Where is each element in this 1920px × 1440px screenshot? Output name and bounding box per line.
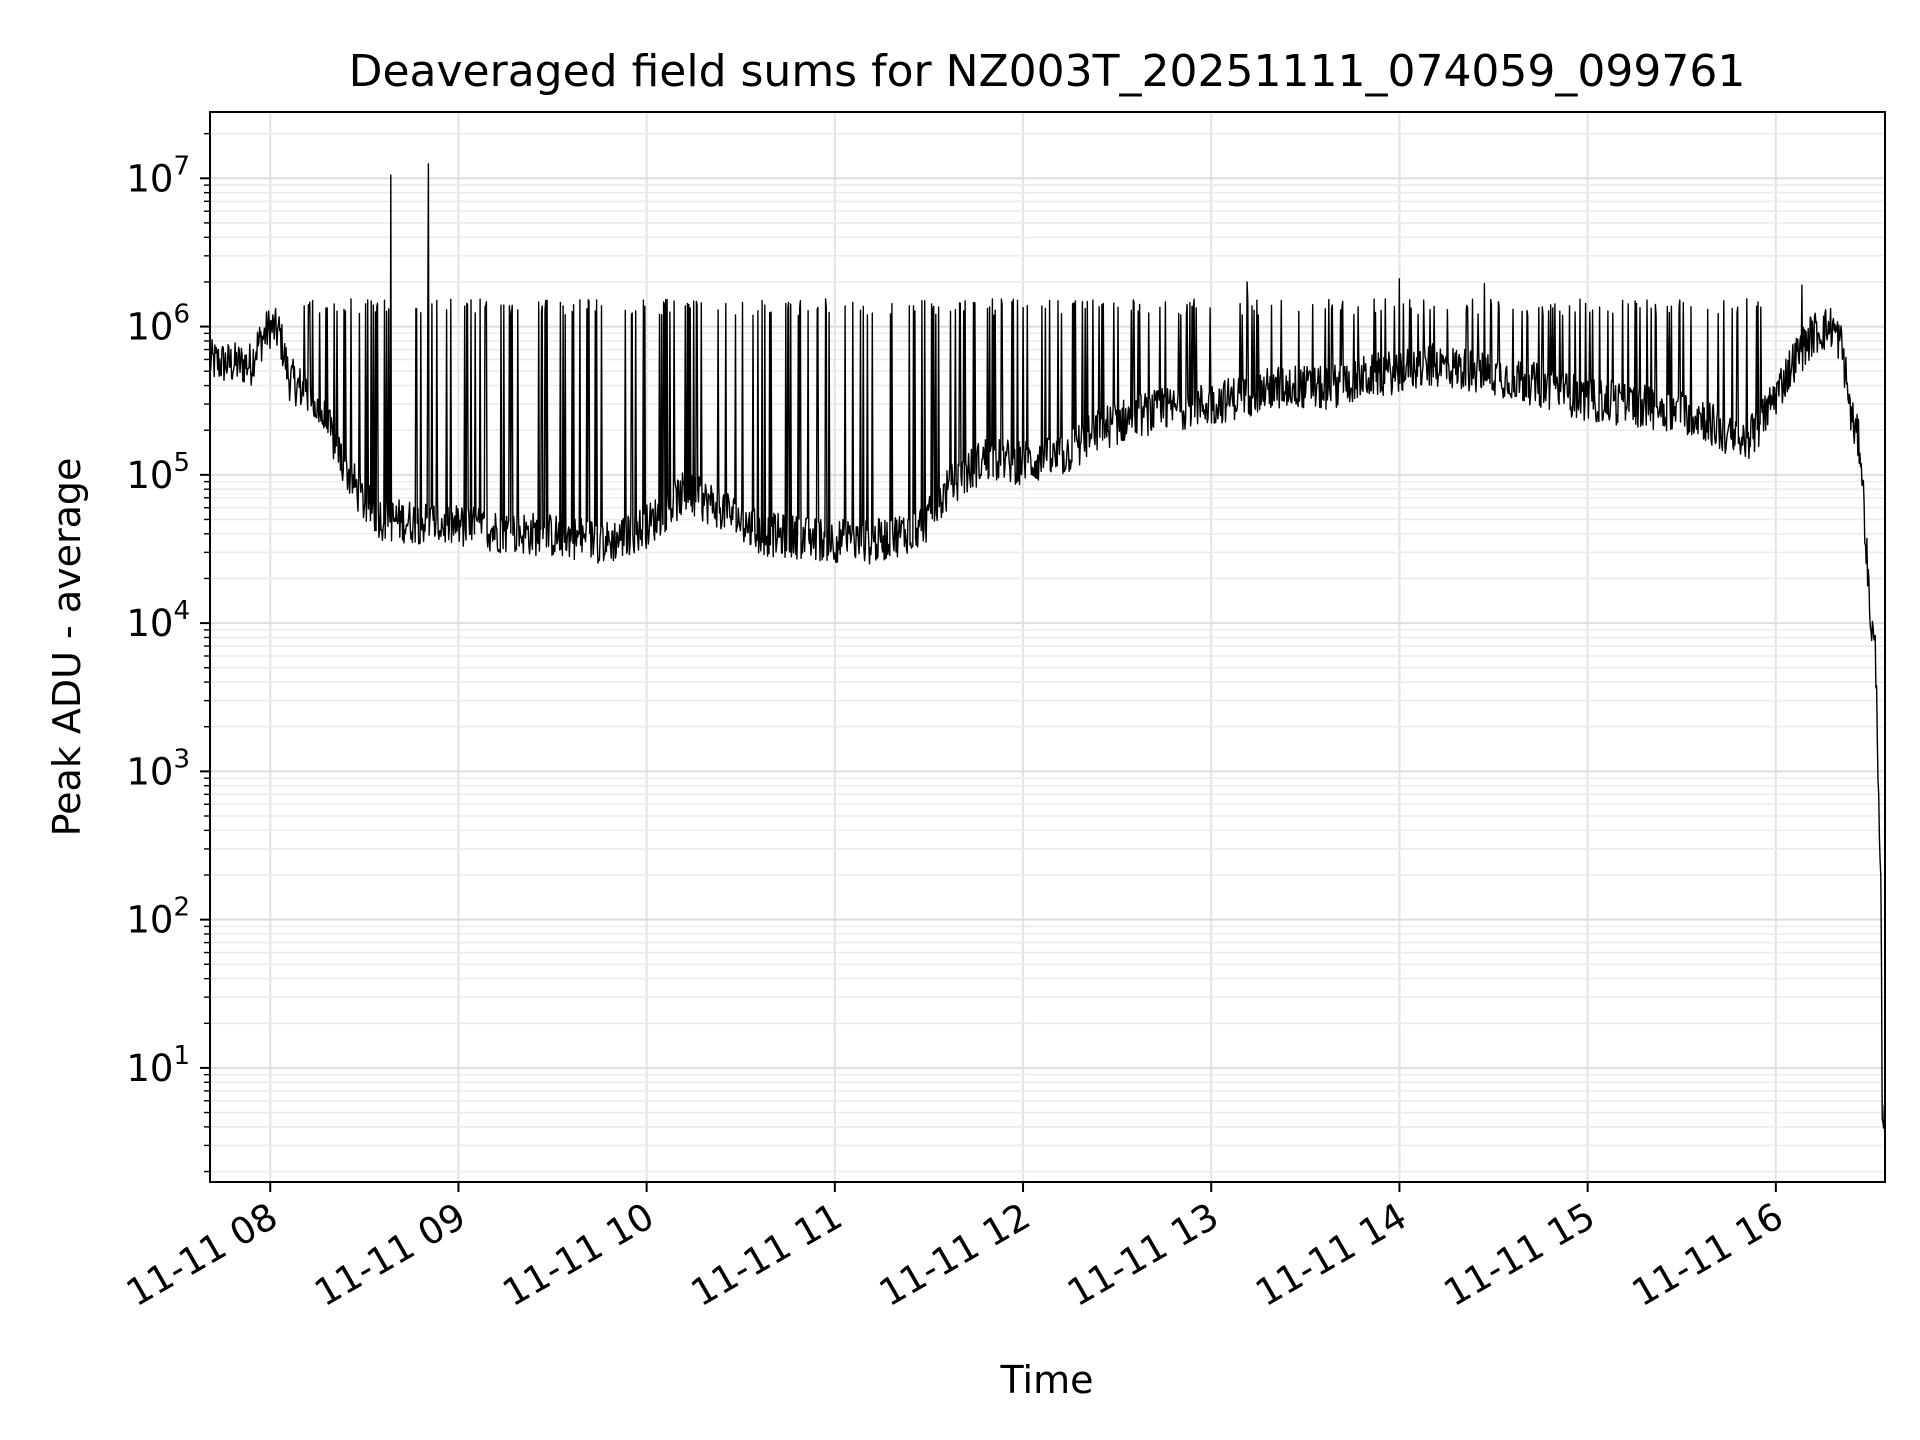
- y-tick-base: 10: [126, 1047, 173, 1090]
- y-tick-exponent: 1: [173, 1041, 190, 1071]
- y-tick-exponent: 6: [173, 300, 190, 330]
- y-tick-exponent: 5: [173, 448, 190, 478]
- y-tick-exponent: 2: [173, 893, 190, 923]
- grid: [210, 112, 1885, 1182]
- y-tick-label: 103: [126, 744, 190, 793]
- y-tick-exponent: 7: [173, 151, 190, 181]
- y-tick-label: 106: [126, 300, 190, 349]
- y-tick-base: 10: [126, 306, 173, 349]
- y-axis-label: Peak ADU - average: [45, 458, 89, 837]
- y-tick-label: 105: [126, 448, 190, 497]
- chart-title: Deaveraged field sums for NZ003T_2025111…: [349, 46, 1746, 97]
- y-tick-base: 10: [126, 899, 173, 942]
- y-tick-exponent: 3: [173, 744, 190, 774]
- y-tick-base: 10: [126, 602, 173, 645]
- y-tick-base: 10: [126, 454, 173, 497]
- y-tick-label: 102: [126, 893, 190, 942]
- series-line: [209, 163, 1886, 1129]
- y-tick-label: 101: [126, 1041, 190, 1090]
- series-group: [209, 163, 1886, 1129]
- y-tick-exponent: 4: [173, 596, 190, 626]
- y-tick-label: 107: [126, 151, 190, 200]
- y-tick-base: 10: [126, 157, 173, 200]
- y-tick-base: 10: [126, 750, 173, 793]
- plot-frame: [209, 111, 1886, 1183]
- x-axis-label: Time: [1000, 1358, 1094, 1402]
- y-tick-label: 104: [126, 596, 190, 645]
